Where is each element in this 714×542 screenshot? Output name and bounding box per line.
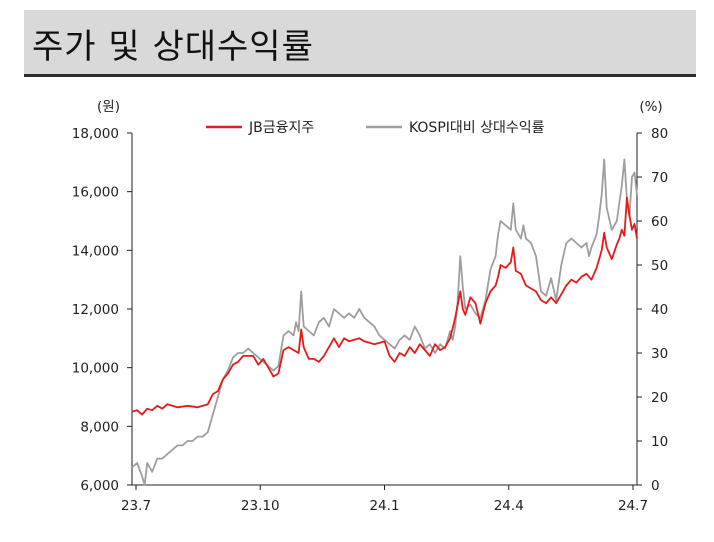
- chart-legend: JB금융지주 KOSPI대비 상대수익률: [206, 120, 545, 136]
- left-tick-label: 12,000: [72, 302, 119, 318]
- x-tick-label: 24.4: [494, 498, 524, 514]
- x-tick-label: 24.7: [618, 498, 648, 514]
- title-bar: 주가 및 상대수익률: [24, 10, 696, 77]
- right-tick-label: 60: [651, 214, 668, 230]
- right-tick-label: 30: [651, 346, 668, 362]
- left-tick-label: 14,000: [72, 243, 119, 259]
- left-tick-label: 8,000: [80, 419, 119, 435]
- left-tick-label: 16,000: [72, 185, 119, 201]
- x-tick-label: 24.1: [369, 498, 399, 514]
- left-tick-label: 18,000: [72, 126, 119, 142]
- right-axis-unit: (%): [639, 99, 662, 115]
- legend-item-jb-label: JB금융지주: [248, 120, 314, 136]
- x-tick-label: 23.10: [241, 498, 280, 514]
- chart-series: [131, 158, 638, 486]
- series-line-kospi-relative-return: [131, 158, 638, 486]
- right-tick-label: 20: [651, 390, 668, 406]
- right-tick-label: 0: [651, 478, 660, 494]
- left-tick-label: 6,000: [80, 478, 119, 494]
- right-tick-label: 10: [651, 434, 668, 450]
- left-tick-label: 10,000: [72, 361, 119, 377]
- chart-axes: 6,000 8,000 10,000 12,000 14,000 16,000 18,000…: [72, 99, 668, 514]
- right-tick-label: 40: [651, 302, 668, 318]
- series-line-jb-stock-price: [131, 196, 638, 416]
- x-tick-label: 23.7: [121, 498, 151, 514]
- left-axis-unit: (원): [97, 99, 120, 115]
- legend-item-kospi-label: KOSPI대비 상대수익률: [409, 120, 545, 136]
- right-tick-label: 80: [651, 126, 668, 142]
- right-tick-label: 50: [651, 258, 668, 274]
- page-title: 주가 및 상대수익률: [32, 27, 314, 67]
- right-tick-label: 70: [651, 170, 668, 186]
